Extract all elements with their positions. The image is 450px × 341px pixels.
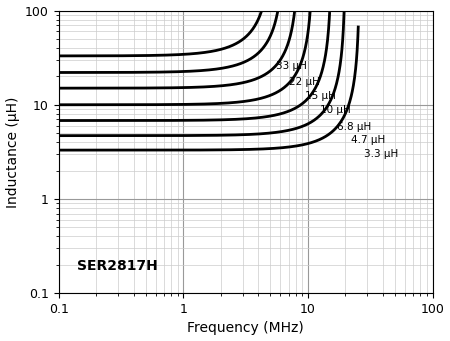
Text: 10 μH: 10 μH [320,105,351,115]
Text: 3.3 μH: 3.3 μH [364,149,398,159]
X-axis label: Frequency (MHz): Frequency (MHz) [187,322,304,336]
Text: 22 μH: 22 μH [288,77,319,87]
Text: SER2817H: SER2817H [77,260,158,273]
Text: 15 μH: 15 μH [305,91,336,101]
Y-axis label: Inductance (μH): Inductance (μH) [5,96,19,208]
Text: 4.7 μH: 4.7 μH [351,135,385,145]
Text: 6.8 μH: 6.8 μH [337,122,371,132]
Text: 33 μH: 33 μH [275,61,306,71]
